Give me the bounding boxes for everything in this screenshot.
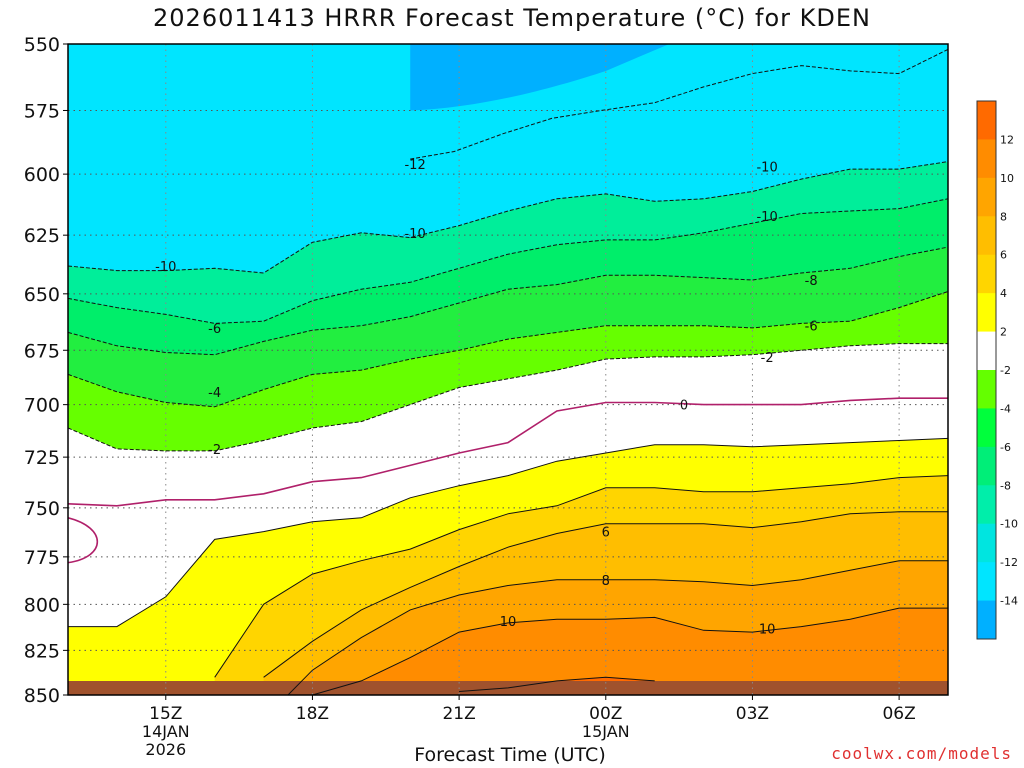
colorbar-label: 2 bbox=[1000, 326, 1007, 339]
chart-title: 2026011413 HRRR Forecast Temperature (°C… bbox=[153, 4, 871, 32]
contour-fills bbox=[68, 44, 948, 695]
credit-text: coolwx.com/models bbox=[831, 744, 1012, 763]
colorbar-segment bbox=[977, 523, 996, 563]
x-tick-label: 21Z bbox=[442, 704, 475, 724]
x-tick-sublabel: 14JAN bbox=[142, 722, 190, 741]
y-tick-label: 550 bbox=[24, 34, 60, 56]
contour-line bbox=[68, 161, 948, 274]
contour-label: -2 bbox=[208, 443, 221, 458]
colorbar-label: -6 bbox=[1000, 441, 1011, 454]
contour-label: -12 bbox=[404, 158, 425, 173]
colorbar-segment bbox=[977, 562, 996, 602]
contour-line bbox=[68, 437, 948, 628]
contour-label: 0 bbox=[680, 399, 688, 414]
contour-line bbox=[68, 397, 948, 507]
colorbar-label: 6 bbox=[1000, 249, 1007, 262]
x-tick-sublabel: 2026 bbox=[145, 740, 186, 759]
contour-line bbox=[68, 291, 948, 408]
y-tick-label: 650 bbox=[24, 284, 60, 306]
colorbar-segment bbox=[977, 216, 996, 256]
colorbar-segment bbox=[977, 101, 996, 140]
contour-line bbox=[263, 511, 948, 678]
contour-line bbox=[68, 516, 98, 564]
contour-label: -10 bbox=[756, 161, 777, 176]
colorbar-segment bbox=[977, 446, 996, 486]
y-tick-label: 850 bbox=[24, 685, 60, 707]
colorbar-frame bbox=[976, 100, 997, 640]
colorbar-segment bbox=[977, 408, 996, 448]
colorbar-segment bbox=[977, 139, 996, 179]
contour-label: 8 bbox=[602, 574, 610, 589]
colorbar-label: -8 bbox=[1000, 479, 1011, 492]
colorbar-segment bbox=[977, 293, 996, 333]
x-tick-label: 15Z bbox=[149, 704, 182, 724]
colorbar-label: 10 bbox=[1000, 172, 1014, 185]
contour-label: -2 bbox=[761, 351, 774, 366]
y-tick-label: 825 bbox=[24, 640, 60, 662]
contour-label: -4 bbox=[208, 386, 221, 401]
x-tick-sublabel: 15JAN bbox=[582, 722, 630, 741]
contour-label: -10 bbox=[404, 227, 425, 242]
contour-line bbox=[410, 48, 948, 160]
contour-line bbox=[287, 560, 948, 695]
colorbar-label: -2 bbox=[1000, 364, 1011, 377]
y-tick-label: 800 bbox=[24, 594, 60, 616]
contour-line bbox=[68, 343, 948, 452]
contour-line bbox=[68, 246, 948, 356]
x-tick-label: 18Z bbox=[296, 704, 329, 724]
colorbar-label: 8 bbox=[1000, 210, 1007, 223]
y-tick-label: 725 bbox=[24, 447, 60, 469]
colorbar-segment bbox=[977, 177, 996, 217]
y-tick-label: 750 bbox=[24, 498, 60, 520]
y-tick-label: 675 bbox=[24, 340, 60, 362]
band-fill bbox=[410, 44, 670, 111]
y-tick-label: 775 bbox=[24, 547, 60, 569]
contour-line bbox=[68, 198, 948, 324]
contour-lines bbox=[68, 48, 948, 695]
colorbar: 12 10 8 6 4 2 -2 -4 -6 -8 -10 -12 -14 bbox=[976, 100, 1018, 640]
colorbar-label: 12 bbox=[1000, 133, 1014, 146]
colorbar-label: -14 bbox=[1000, 595, 1018, 608]
contour-line bbox=[312, 607, 948, 695]
colorbar-segment bbox=[977, 485, 996, 525]
contour-label: -6 bbox=[208, 322, 221, 337]
x-tick-label: 06Z bbox=[882, 704, 915, 724]
colorbar-segment bbox=[977, 254, 996, 294]
contour-label: 10 bbox=[500, 615, 517, 630]
x-tick-label: 03Z bbox=[736, 704, 769, 724]
x-tick-label: 00Z bbox=[589, 704, 622, 724]
contour-label: 10 bbox=[759, 622, 776, 637]
colorbar-label: -4 bbox=[1000, 402, 1011, 415]
contour-label: -6 bbox=[805, 320, 818, 335]
colorbar-label: -10 bbox=[1000, 518, 1018, 531]
x-axis-title: Forecast Time (UTC) bbox=[414, 744, 606, 766]
y-tick-label: 600 bbox=[24, 164, 60, 186]
y-tick-label: 625 bbox=[24, 225, 60, 247]
contour-labels: -12 -10 -10 -10 -10 -8 -6 -6 -4 -2 -2 0 6 8 10 10 bbox=[155, 158, 818, 637]
contour-label: 6 bbox=[602, 526, 610, 541]
contour-label: -10 bbox=[756, 210, 777, 225]
contour-label: -8 bbox=[805, 274, 818, 289]
colorbar-label: -12 bbox=[1000, 556, 1018, 569]
plot-frame bbox=[67, 43, 949, 696]
colorbar-segment bbox=[977, 370, 996, 409]
colorbar-segment bbox=[977, 600, 996, 640]
colorbar-segment bbox=[977, 331, 996, 371]
contour-line bbox=[214, 475, 948, 678]
y-tick-label: 575 bbox=[24, 100, 60, 122]
y-tick-label: 700 bbox=[24, 395, 60, 417]
contour-label: -10 bbox=[155, 260, 176, 275]
contour-line bbox=[459, 676, 655, 692]
colorbar-label: 4 bbox=[1000, 287, 1007, 300]
y-axis: 550 575 600 625 650 675 700 725 750 775 800 825 850 bbox=[24, 34, 68, 707]
